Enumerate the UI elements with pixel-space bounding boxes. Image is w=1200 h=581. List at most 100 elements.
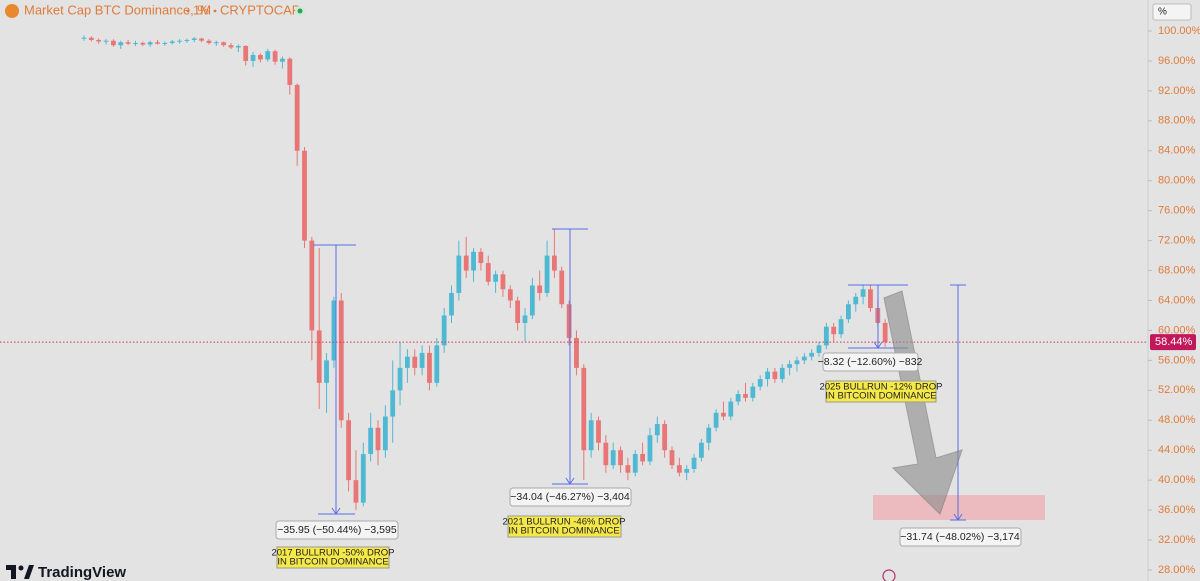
measure-label-box [509,487,632,507]
note-text: 2021 BULLRUN -46% DROP [502,517,625,528]
candle-body [853,296,859,305]
candle-body [294,84,300,151]
separator [186,9,190,13]
candle-body [353,480,359,503]
note-text: IN BITCOIN DOMINANCE [825,391,936,402]
candle-body [831,326,837,335]
candle-body [184,39,190,41]
candle-body [397,367,403,391]
candle-body [368,427,374,454]
candle-body [676,465,682,473]
note-text: 2017 BULLRUN -50% DROP [271,548,394,559]
y-tick-label: 84.00% [1158,145,1196,157]
y-tick-label: 88.00% [1158,115,1196,127]
candle-body [419,352,425,368]
y-tick-label: 56.00% [1158,354,1196,366]
candle-body [191,38,197,40]
candle-body [390,390,396,417]
candle-body [801,356,807,361]
candle-body [155,42,160,44]
candle-body [96,39,102,42]
unit-label[interactable]: % [1158,7,1167,18]
candle-body [610,450,616,466]
measure-target [950,284,966,521]
candle-body [809,352,815,357]
candle-body [868,289,873,308]
brand-logo [18,565,24,571]
candle-body [162,42,168,44]
candle-body [280,58,285,62]
candle-body [243,45,249,61]
y-tick-label: 68.00% [1158,264,1196,276]
brand-name: TradingView [38,564,126,581]
interval[interactable]: 1M [193,2,211,17]
candle-body [331,300,337,361]
candle-body [574,337,579,368]
candle-body [794,360,800,365]
y-tick-label: 44.00% [1158,444,1196,456]
candle-body [427,352,432,383]
candle-body [302,150,307,241]
candle-body [691,457,697,469]
y-tick-label: 40.00% [1158,474,1196,486]
candle-body [346,420,351,481]
candle-body [625,465,631,473]
y-tick-label: 72.00% [1158,235,1196,247]
measure-label: −31.74 (−48.02%) −3,174 [900,531,1020,543]
symbol-title: Market Cap BTC Dominance, % [24,2,209,17]
candle-body [206,40,212,43]
y-tick-label: 64.00% [1158,294,1196,306]
candle-body [463,255,469,271]
candle-body [213,42,219,44]
measure-2017 [313,244,356,515]
candle-body [118,42,124,46]
brand-logo [6,565,16,579]
candle-body [529,285,535,316]
measure-label-box [275,520,399,540]
y-tick-label: 32.00% [1158,534,1196,546]
brand[interactable]: TradingView [6,564,126,581]
candle-body [588,420,594,451]
candle-body [338,300,344,421]
measure-label: −34.04 (−46.27%) −3,404 [510,491,630,503]
candle-body [706,427,712,443]
candle-body [581,367,587,451]
candle-body [750,386,756,398]
measure-label: −35.95 (−50.44%) −3,595 [277,524,397,536]
candle-body [324,360,329,383]
status-dot [297,8,303,14]
candle-body [544,255,550,294]
y-tick-label: 80.00% [1158,175,1196,187]
candle-body [140,42,146,45]
candle-body [405,356,410,368]
measure-label-box [899,527,1022,547]
candle-body [662,424,668,451]
measure-arrow [565,477,575,485]
candle-body [735,394,741,402]
candle-body [221,42,227,46]
candle-body [360,453,366,503]
candle-body [169,41,175,43]
note-text: 2025 BULLRUN -12% DROP [819,382,942,393]
candle-body [860,289,866,297]
y-tick-label: 52.00% [1158,384,1196,396]
candle-body [713,412,719,428]
candle-body [596,420,601,443]
candle-body [485,263,491,282]
header: Market Cap BTC Dominance, % 1M CRYPTOCAP [5,2,305,18]
candle-body [507,289,513,301]
candle-body [441,315,447,346]
target-zone [873,495,1045,520]
candle-body [265,51,271,60]
news-icon[interactable] [882,569,896,581]
y-tick-label: 92.00% [1158,85,1196,97]
candle-body [258,54,263,60]
candle-body [823,326,829,346]
candle-body [515,300,521,323]
candle-body [787,364,792,368]
candle-body [618,450,623,466]
unit-box[interactable] [1152,3,1192,21]
candle-body [640,453,645,462]
